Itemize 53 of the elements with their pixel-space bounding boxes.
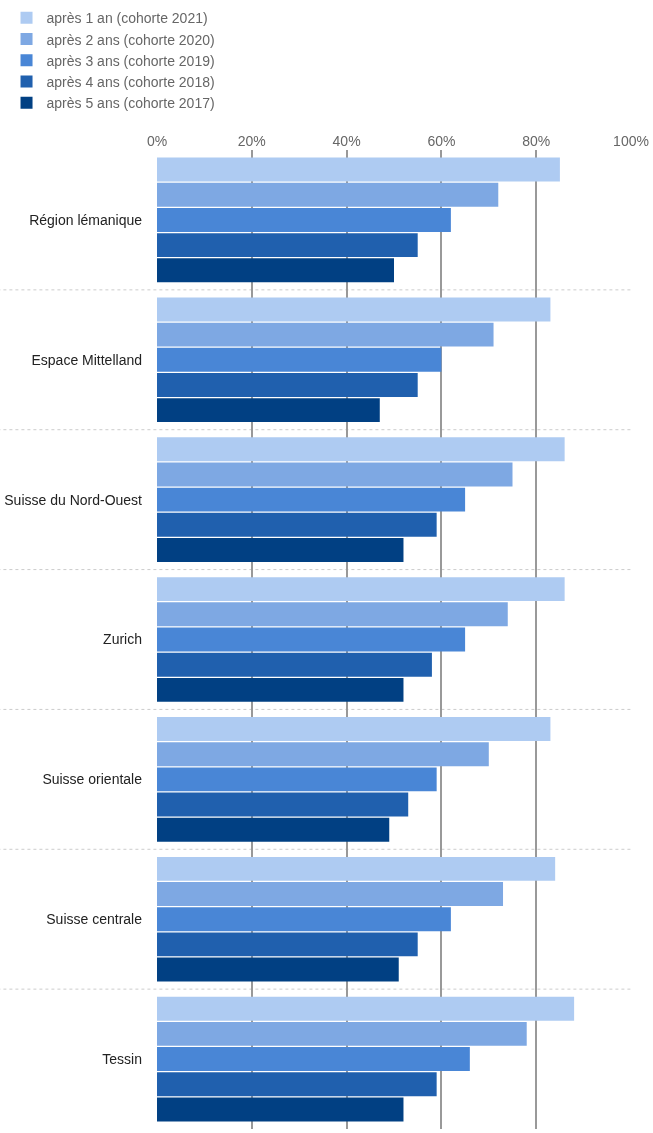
y-tick-label: Zurich (103, 631, 142, 648)
legend-label: après 2 ans (cohorte 2020) (46, 31, 215, 48)
y-tick-label: Suisse orientale (42, 771, 143, 788)
x-tick-label: 40% (332, 133, 361, 150)
bar (157, 677, 404, 702)
legend-label: après 4 ans (cohorte 2018) (46, 73, 215, 90)
bar (157, 462, 513, 487)
bar (157, 602, 508, 627)
bar (157, 233, 418, 258)
y-tick-label: Région lémanique (29, 211, 143, 228)
bar (157, 258, 394, 283)
x-tick-label: 80% (522, 133, 551, 150)
bar (157, 512, 437, 537)
y-tick-label: Espace Mittelland (31, 351, 142, 368)
bar (157, 322, 494, 347)
bar (157, 996, 575, 1021)
bar (157, 373, 418, 397)
bar (157, 792, 409, 817)
bar (157, 1072, 437, 1097)
legend-label: après 1 an (cohorte 2021) (46, 10, 208, 27)
x-tick-label: 0% (146, 133, 168, 150)
y-tick-label: Tessin (102, 1050, 142, 1067)
bar (157, 742, 489, 767)
y-tick-label: Suisse centrale (46, 911, 143, 928)
x-tick-label: 20% (237, 133, 266, 150)
bar (157, 1097, 404, 1122)
x-tick-label: 60% (427, 133, 456, 150)
bar (157, 932, 418, 957)
bar (157, 487, 466, 512)
bar (157, 652, 432, 677)
bar (157, 538, 404, 562)
bar (157, 347, 442, 372)
bar (157, 1047, 470, 1072)
bar (157, 207, 451, 232)
bar (157, 627, 466, 652)
bar (157, 437, 565, 462)
bar (157, 182, 499, 207)
bar (157, 907, 451, 932)
bar (157, 882, 504, 906)
legend-label: après 5 ans (cohorte 2017) (46, 95, 215, 112)
bar (157, 1021, 527, 1046)
bar (157, 577, 565, 602)
bar (157, 767, 437, 792)
y-tick-label: Suisse du Nord-Ouest (4, 491, 143, 508)
bar (157, 297, 551, 322)
bar (157, 957, 399, 982)
x-tick-label: 100% (613, 133, 649, 150)
bar (157, 817, 390, 842)
legend-label: après 3 ans (cohorte 2019) (46, 52, 215, 69)
bar (157, 157, 560, 182)
bar (157, 717, 551, 741)
bar (157, 856, 556, 881)
bar (157, 398, 380, 423)
